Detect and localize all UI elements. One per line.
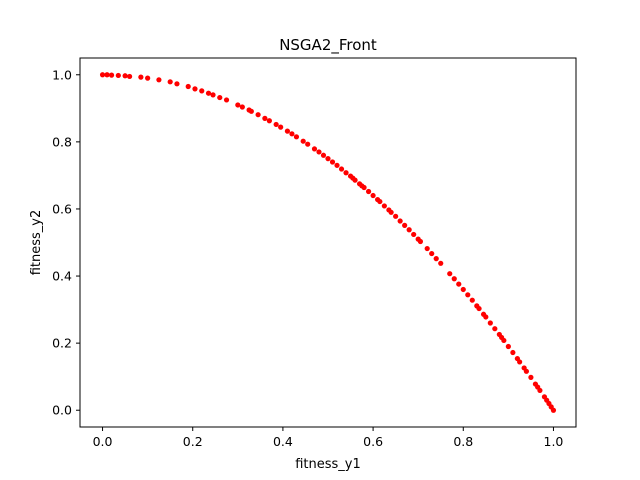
data-point bbox=[145, 75, 151, 81]
data-point bbox=[205, 90, 212, 96]
data-point bbox=[501, 337, 507, 344]
data-point bbox=[438, 260, 444, 266]
data-point bbox=[343, 170, 349, 176]
data-point bbox=[122, 73, 128, 79]
data-point bbox=[300, 138, 306, 144]
y-tick-label: 0.8 bbox=[52, 134, 72, 149]
x-axis-label: fitness_y1 bbox=[295, 457, 361, 472]
data-point bbox=[433, 256, 439, 262]
data-point bbox=[483, 314, 489, 320]
data-point bbox=[523, 368, 530, 374]
data-point bbox=[388, 209, 394, 215]
data-point bbox=[192, 86, 198, 92]
data-point bbox=[417, 238, 424, 245]
x-tick-label: 0.4 bbox=[273, 434, 293, 449]
x-tick-label: 0.8 bbox=[453, 434, 473, 449]
data-points bbox=[99, 72, 557, 413]
data-point bbox=[528, 374, 534, 380]
x-tick-label: 0.0 bbox=[93, 434, 113, 449]
data-point bbox=[210, 92, 216, 98]
data-point bbox=[199, 88, 205, 94]
data-point bbox=[262, 115, 268, 121]
data-point bbox=[505, 343, 511, 350]
data-point bbox=[138, 74, 144, 80]
data-point bbox=[325, 156, 331, 162]
data-point bbox=[338, 166, 345, 172]
axis-ticks: 0.0 0.2 0.4 0.6 0.8 1.0 0.0 0.2 0.4 0.6 0.8 1.0 bbox=[52, 67, 563, 449]
data-point bbox=[239, 104, 245, 110]
data-point bbox=[320, 152, 327, 158]
data-point bbox=[278, 124, 284, 130]
data-point bbox=[248, 108, 254, 114]
data-point bbox=[284, 128, 291, 134]
data-point bbox=[370, 192, 376, 199]
data-point bbox=[104, 72, 110, 78]
data-point bbox=[235, 102, 241, 108]
data-point bbox=[223, 97, 230, 103]
data-point bbox=[108, 72, 115, 78]
y-tick-label: 0.6 bbox=[52, 201, 72, 216]
data-point bbox=[266, 118, 272, 124]
data-point bbox=[174, 81, 180, 87]
data-point bbox=[402, 222, 408, 228]
data-point bbox=[167, 79, 173, 85]
data-point bbox=[406, 227, 412, 233]
plot-frame bbox=[79, 57, 577, 428]
data-point bbox=[329, 159, 336, 165]
data-point bbox=[510, 349, 516, 356]
data-point bbox=[451, 276, 457, 282]
data-point bbox=[487, 320, 493, 326]
data-point bbox=[255, 112, 261, 118]
y-tick-label: 0.4 bbox=[52, 269, 72, 284]
data-point bbox=[217, 94, 223, 101]
data-point bbox=[447, 271, 453, 277]
data-point bbox=[469, 297, 475, 303]
data-point bbox=[537, 387, 543, 394]
data-point bbox=[429, 250, 435, 257]
data-point bbox=[411, 231, 417, 238]
data-point bbox=[492, 326, 498, 332]
x-tick-label: 0.2 bbox=[183, 434, 203, 449]
x-tick-label: 0.6 bbox=[363, 434, 383, 449]
y-tick-label: 0.0 bbox=[52, 403, 72, 418]
data-point bbox=[273, 121, 279, 128]
y-axis-label: fitness_y2 bbox=[29, 210, 44, 276]
data-point bbox=[365, 188, 372, 195]
x-tick-label: 1.0 bbox=[544, 434, 564, 449]
data-point bbox=[381, 203, 387, 209]
chart-title: NSGA2_Front bbox=[279, 36, 377, 55]
data-point bbox=[460, 286, 466, 293]
data-point bbox=[311, 146, 318, 152]
data-point bbox=[185, 83, 191, 90]
y-tick-label: 1.0 bbox=[52, 67, 72, 82]
data-point bbox=[456, 281, 462, 287]
data-point bbox=[99, 72, 106, 78]
data-point bbox=[476, 305, 482, 312]
data-point bbox=[305, 141, 311, 147]
data-point bbox=[397, 218, 403, 224]
data-point bbox=[115, 72, 121, 79]
data-point bbox=[465, 292, 471, 298]
data-point bbox=[289, 131, 295, 137]
data-point bbox=[352, 177, 358, 183]
data-point bbox=[361, 184, 367, 191]
data-point bbox=[393, 213, 399, 219]
data-point bbox=[424, 245, 430, 252]
data-point bbox=[377, 198, 383, 205]
data-point bbox=[127, 73, 133, 80]
data-point bbox=[316, 149, 322, 155]
data-point bbox=[293, 134, 300, 140]
data-point bbox=[550, 407, 557, 413]
y-tick-label: 0.2 bbox=[52, 336, 72, 351]
data-point bbox=[334, 162, 340, 168]
data-point bbox=[156, 77, 162, 83]
data-point bbox=[517, 359, 523, 365]
